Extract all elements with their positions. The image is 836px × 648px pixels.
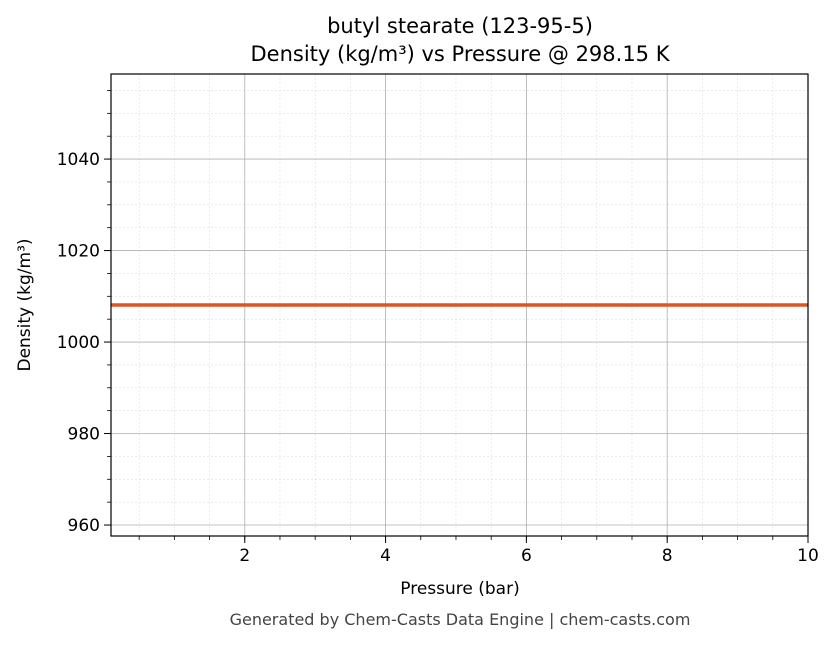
x-axis-label: Pressure (bar) (400, 579, 519, 599)
y-tick-label: 1000 (57, 333, 100, 353)
y-tick-label: 960 (68, 516, 100, 536)
chart-title-line1: butyl stearate (123-95-5) (327, 14, 593, 38)
y-axis-label: Density (kg/m³) (15, 238, 35, 371)
ticks: 2 4 6 8 10 960 980 1000 1020 1040 (57, 90, 819, 566)
x-tick-label: 6 (521, 546, 532, 566)
footer-credit: Generated by Chem-Casts Data Engine | ch… (230, 610, 691, 629)
y-tick-label: 980 (68, 425, 100, 445)
x-tick-label: 10 (797, 546, 819, 566)
y-tick-label: 1040 (57, 150, 100, 170)
x-tick-label: 8 (662, 546, 673, 566)
x-tick-label: 2 (239, 546, 250, 566)
plot-frame (110, 73, 809, 537)
x-tick-label: 4 (380, 546, 391, 566)
chart-title-line2: Density (kg/m³) vs Pressure @ 298.15 K (250, 42, 670, 66)
y-tick-label: 1020 (57, 242, 100, 262)
